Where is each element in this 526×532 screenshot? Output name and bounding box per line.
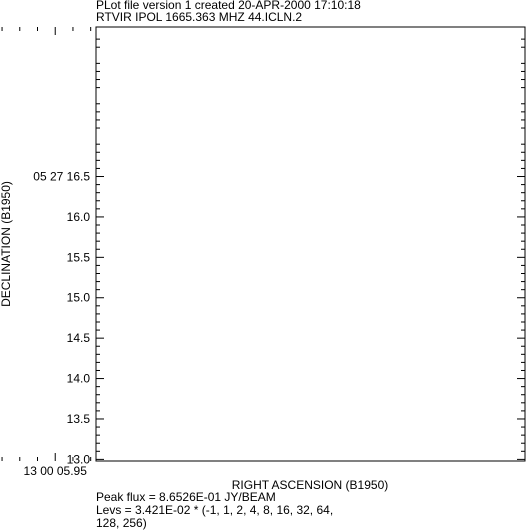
axis-ticks: 13 00 05.9505.9005.8505.8005.7513.013.51… (1, 27, 525, 478)
x-tick-label: 13 00 05.95 (24, 464, 88, 478)
source-header: RTVIR IPOL 1665.363 MHZ 44.ICLN.2 (96, 10, 302, 24)
y-tick-label: 14.0 (67, 372, 91, 386)
levels-text-continued: 128, 256) (96, 516, 147, 530)
plot-file-header: PLot file version 1 created 20-APR-2000 … (96, 0, 361, 12)
y-tick-label: 13.5 (67, 412, 91, 426)
x-axis-label: RIGHT ASCENSION (B1950) (232, 478, 389, 492)
plot-frame (95, 26, 526, 462)
peak-flux-text: Peak flux = 8.6526E-01 JY/BEAM (96, 490, 276, 504)
y-tick-label: 13.0 (67, 452, 91, 466)
y-tick-label: 15.0 (67, 291, 91, 305)
levels-text: Levs = 3.421E-02 * (-1, 1, 2, 4, 8, 16, … (96, 503, 333, 517)
y-axis-label: DECLINATION (B1950) (0, 181, 13, 307)
y-tick-label: 15.5 (67, 250, 91, 264)
y-tick-label: 14.5 (67, 331, 91, 345)
y-tick-label: 05 27 16.5 (33, 170, 90, 184)
y-tick-label: 16.0 (67, 210, 91, 224)
